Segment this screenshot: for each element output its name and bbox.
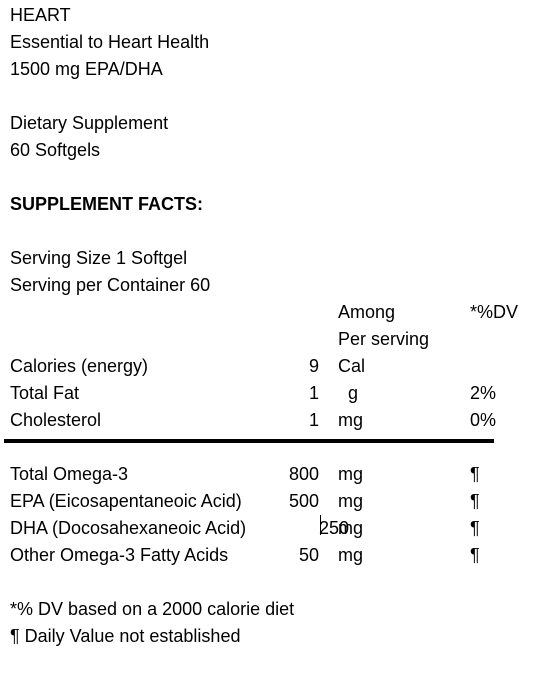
nutrient-unit: Cal [338, 356, 366, 376]
nutrient-amount: 1 [308, 410, 319, 430]
nutrient-row: Calories (energy) 9 Cal [10, 353, 525, 380]
omega-row: Total Omega-3 800 mg ¶ [10, 461, 525, 488]
omega-unit: mg [338, 464, 364, 484]
nutrient-amount: 9 [308, 356, 319, 376]
nutrient-label: Cholesterol [10, 410, 102, 430]
section-divider [4, 439, 494, 443]
text-cursor [320, 515, 321, 535]
document: HEART Essential to Heart Health 1500 mg … [10, 2, 525, 650]
omega-amount: 500 [288, 491, 319, 511]
nutrient-dv: 2% [470, 383, 497, 403]
omega-amount: 50 [298, 545, 319, 565]
omega-label: Total Omega-3 [10, 464, 129, 484]
nutrient-row: Cholesterol 1 mg 0% [10, 407, 525, 434]
product-strength: 1500 mg EPA/DHA [10, 59, 163, 79]
column-header-row: Among *%DV [10, 299, 525, 326]
footnote-dv-basis: *% DV based on a 2000 calorie diet [10, 599, 295, 619]
facts-title: SUPPLEMENT FACTS: [10, 194, 204, 214]
column-header-row-2: Per serving [10, 326, 525, 353]
omega-unit: mg [338, 545, 364, 565]
omega-unit: mg [338, 491, 364, 511]
column-header-dv: *%DV [470, 302, 519, 322]
column-header-among: Among [338, 302, 396, 322]
product-type: Dietary Supplement [10, 113, 169, 133]
omega-label: EPA (Eicosapentaneoic Acid) [10, 491, 242, 511]
product-count: 60 Softgels [10, 140, 101, 160]
omega-amount: 800 [288, 464, 319, 484]
nutrient-unit: mg [338, 410, 364, 430]
omega-label: DHA (Docosahexaneoic Acid) [10, 518, 247, 538]
omega-dv: ¶ [470, 545, 480, 565]
omega-label: Other Omega-3 Fatty Acids [10, 545, 229, 565]
omega-dv: ¶ [470, 464, 480, 484]
column-header-per-serving: Per serving [338, 329, 430, 349]
footnote-not-established: ¶ Daily Value not established [10, 626, 241, 646]
nutrient-unit: g [347, 383, 358, 403]
omega-row: DHA (Docosahexaneoic Acid) 250 mg ¶ [10, 515, 525, 542]
omega-dv: ¶ [470, 518, 480, 538]
product-name: HEART [10, 5, 71, 25]
nutrient-label: Total Fat [10, 383, 80, 403]
nutrient-dv: 0% [470, 410, 497, 430]
nutrient-label: Calories (energy) [10, 356, 149, 376]
omega-dv: ¶ [470, 491, 480, 511]
omega-row: EPA (Eicosapentaneoic Acid) 500 mg ¶ [10, 488, 525, 515]
nutrient-row: Total Fat 1 g 2% [10, 380, 525, 407]
serving-size: Serving Size 1 Softgel [10, 248, 188, 268]
omega-row: Other Omega-3 Fatty Acids 50 mg ¶ [10, 542, 525, 569]
nutrient-amount: 1 [308, 383, 319, 403]
servings-per-container: Serving per Container 60 [10, 275, 211, 295]
product-tagline: Essential to Heart Health [10, 32, 210, 52]
omega-unit: mg [338, 518, 364, 538]
